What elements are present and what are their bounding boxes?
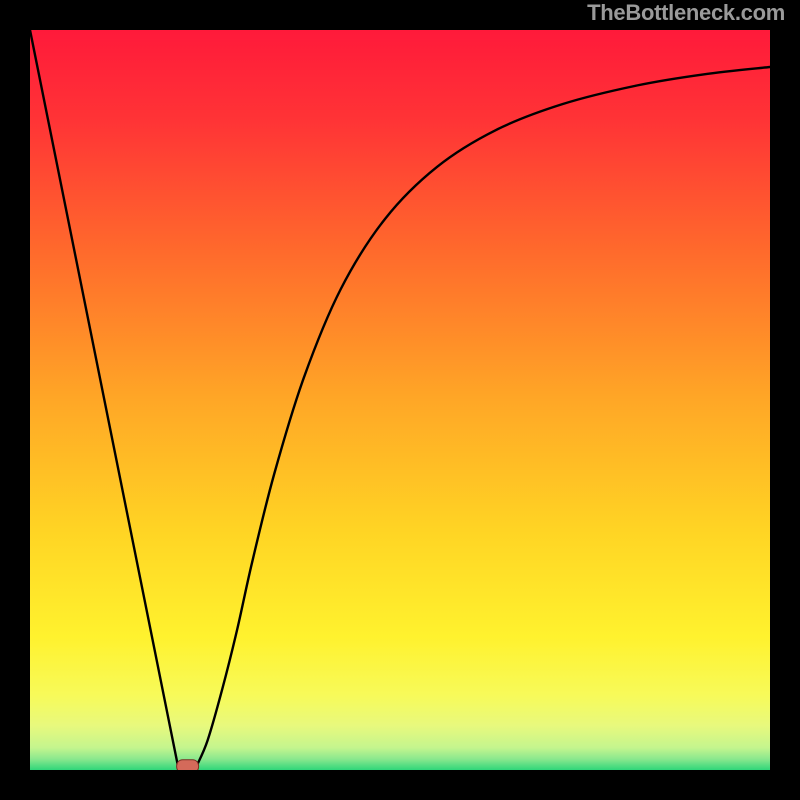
plot-svg	[30, 30, 770, 770]
plot-area	[30, 30, 770, 770]
gradient-background	[30, 30, 770, 770]
optimal-point-marker	[177, 760, 199, 770]
watermark-text: TheBottleneck.com	[587, 0, 785, 26]
chart-container: TheBottleneck.com	[0, 0, 800, 800]
